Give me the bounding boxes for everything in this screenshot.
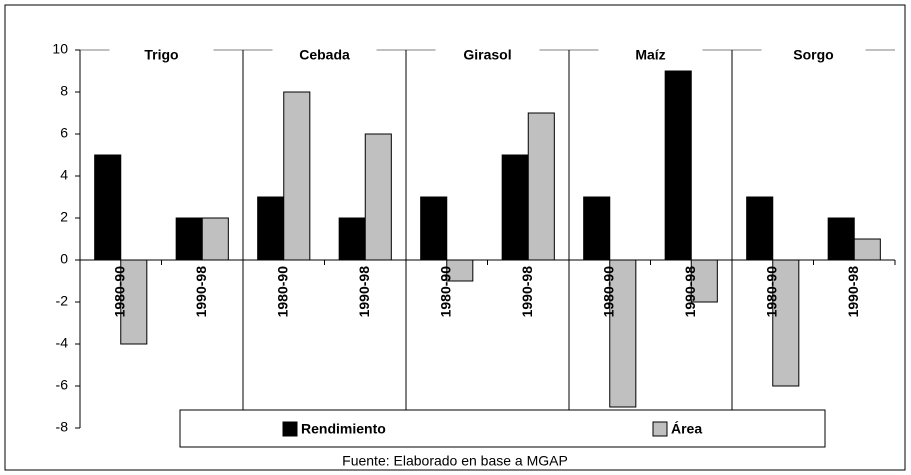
bar: [527, 112, 555, 261]
bar: [501, 154, 529, 261]
source-note: Fuente: Elaborado en base a MGAP: [342, 453, 568, 469]
y-tick-label: 2: [60, 209, 68, 225]
y-tick-label: -4: [56, 335, 69, 351]
legend-label: Área: [671, 421, 702, 437]
bar: [283, 91, 311, 261]
group-label-bg: [435, 38, 540, 62]
y-tick-label: 0: [60, 251, 68, 267]
y-tick-label: 10: [52, 41, 68, 57]
group-label: Sorgo: [793, 47, 833, 63]
legend-box: [179, 409, 826, 448]
x-tick-label: 1980-90: [600, 266, 616, 318]
x-tick-label: 1990-98: [193, 266, 209, 318]
bar: [364, 133, 392, 261]
bar: [609, 259, 637, 408]
bar: [853, 238, 881, 261]
legend-swatch: [652, 421, 668, 437]
group-label-bg: [272, 38, 377, 62]
x-tick-label: 1980-90: [437, 266, 453, 318]
bar: [583, 196, 611, 261]
x-tick-label: 1980-90: [763, 266, 779, 318]
bar: [827, 217, 855, 261]
group-label-bg: [109, 38, 214, 62]
bar: [120, 259, 148, 345]
bar: [257, 196, 285, 261]
x-tick-label: 1990-98: [356, 266, 372, 318]
bar: [690, 259, 718, 303]
bar: [94, 154, 122, 261]
group-label-bg: [598, 38, 703, 62]
legend-label: Rendimiento: [301, 421, 386, 437]
y-tick-label: -6: [56, 377, 69, 393]
y-tick-label: -8: [56, 419, 69, 435]
bar: [338, 217, 366, 261]
legend-swatch: [282, 421, 298, 437]
x-tick-label: 1980-90: [274, 266, 290, 318]
bar: [420, 196, 448, 261]
group-label: Trigo: [144, 47, 178, 63]
group-label: Maíz: [635, 47, 665, 63]
y-tick-label: -2: [56, 293, 69, 309]
x-tick-label: 1980-90: [111, 266, 127, 318]
y-tick-label: 6: [60, 125, 68, 141]
y-tick-label: 8: [60, 83, 68, 99]
bar: [746, 196, 774, 261]
bar: [175, 217, 203, 261]
group-label-bg: [761, 38, 866, 62]
y-tick-label: 4: [60, 167, 68, 183]
group-label: Cebada: [299, 47, 350, 63]
x-tick-label: 1990-98: [682, 266, 698, 318]
x-tick-label: 1990-98: [519, 266, 535, 318]
group-label: Girasol: [463, 47, 511, 63]
bar: [772, 259, 800, 387]
bar: [201, 217, 229, 261]
bar: [664, 70, 692, 261]
x-tick-label: 1990-98: [845, 266, 861, 318]
